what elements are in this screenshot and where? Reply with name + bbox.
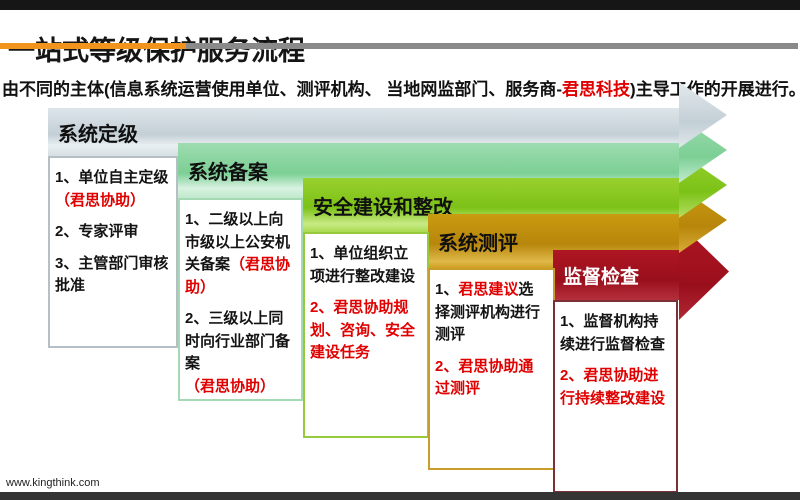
item-text-red: 君思建议	[458, 281, 519, 298]
item-text: 2、专家评审	[55, 223, 139, 240]
item-text-red: 2、君思协助规划、咨询、安全建设任务	[310, 299, 416, 361]
item-text: 3、主管部门审核批准	[55, 254, 169, 295]
title-underline-gray	[186, 43, 798, 49]
step-label-supervision-inspection: 监督检查	[563, 266, 640, 288]
item-text: 1、单位组织立项进行整改建设	[310, 245, 416, 285]
item-text: 1、监督机构持续进行监督检查	[560, 313, 666, 353]
list-item: 1、监督机构持续进行监督检查	[560, 311, 671, 356]
step-bar-supervision-inspection: 监督检查	[553, 250, 679, 300]
top-black-bar	[0, 0, 800, 10]
list-item: 2、君思协助规划、咨询、安全建设任务	[310, 297, 422, 365]
list-item: 1、单位组织立项进行整改建设	[310, 243, 422, 288]
item-text: 选择测评机构进行测评	[435, 281, 541, 343]
page-title: 一站式等级保护服务流程	[8, 36, 305, 67]
item-text: 2、三级以上同时向行业部门备案	[185, 310, 291, 372]
list-item: 2、专家评审	[55, 221, 171, 244]
step-details-system-filing: 1、二级以上向市级以上公安机关备案（君思协助） 2、三级以上同时向行业部门备案（…	[178, 198, 303, 401]
step-details-supervision-inspection: 1、监督机构持续进行监督检查 2、君思协助进行持续整改建设	[553, 300, 678, 493]
step-details-system-evaluation: 1、君思建议选择测评机构进行测评 2、君思协助通过测评	[428, 268, 555, 470]
step-details-security-construction: 1、单位组织立项进行整改建设 2、君思协助规划、咨询、安全建设任务	[303, 232, 429, 438]
subtitle-text-tail: )主导工作的开展进行。	[630, 80, 800, 99]
item-text: 1、	[435, 281, 459, 298]
step-label-security-construction: 安全建设和整改	[313, 196, 453, 219]
step-label-system-filing: 系统备案	[188, 162, 268, 184]
item-text-red: （君思协助）	[55, 191, 146, 209]
list-item: 2、三级以上同时向行业部门备案 （君思协助）	[185, 308, 296, 398]
list-item: 2、君思协助通过测评	[435, 356, 548, 401]
list-item: 1、君思建议选择测评机构进行测评	[435, 279, 548, 347]
subtitle-text: 由不同的主体(信息系统运营使用单位、测评机构、 当地网监部门、服务商-	[2, 80, 563, 99]
step-label-system-evaluation: 系统测评	[438, 232, 518, 255]
bottom-gray-bar	[0, 492, 800, 500]
item-text: 1、单位自主定级	[55, 169, 169, 186]
item-text-red: 2、君思协助进行持续整改建设	[560, 367, 666, 407]
item-text-red: （君思协助）	[185, 256, 291, 296]
list-item: 3、主管部门审核批准	[55, 253, 171, 298]
item-text: 1、二级以上向市级以上公安机关备案	[185, 211, 291, 273]
step-details-system-grading: 1、单位自主定级 （君思协助） 2、专家评审 3、主管部门审核批准	[48, 156, 178, 348]
step-label-system-grading: 系统定级	[58, 123, 138, 146]
title-underline-orange	[0, 43, 186, 49]
website-url: www.kingthink.com	[6, 477, 100, 489]
item-text-red: 2、君思协助通过测评	[435, 357, 534, 398]
item-text-red: （君思协助）	[185, 377, 276, 395]
list-item: 1、单位自主定级 （君思协助）	[55, 167, 171, 212]
list-item: 2、君思协助进行持续整改建设	[560, 365, 671, 410]
list-item: 1、二级以上向市级以上公安机关备案（君思协助）	[185, 209, 296, 299]
slide-subtitle: 由不同的主体(信息系统运营使用单位、测评机构、 当地网监部门、服务商-君思科技)…	[2, 75, 800, 100]
brand-name: 君思科技	[562, 80, 631, 99]
